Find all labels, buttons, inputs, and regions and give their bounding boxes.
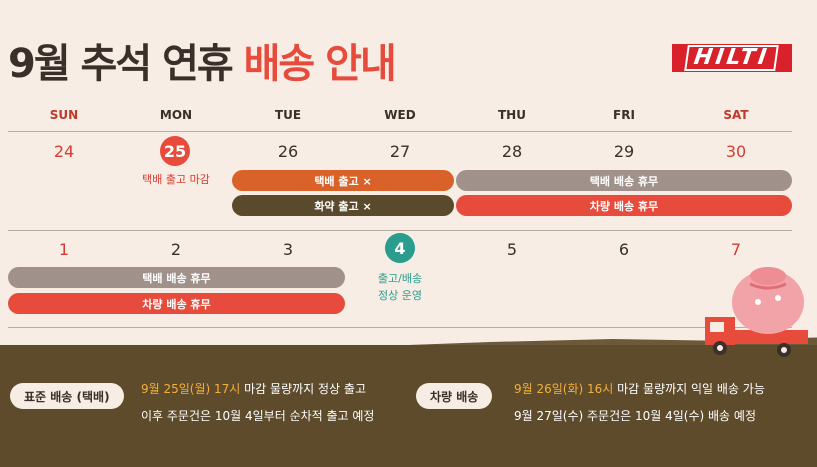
wed-normal-note: 출고/배송 정상 운영 [344, 270, 456, 304]
date-28: 28 [501, 142, 523, 161]
bar-parcel-out: 택배 출고 × [232, 170, 454, 191]
title-accent: 배송 안내 [243, 41, 397, 87]
date-29: 29 [613, 142, 635, 161]
vehicle-delivery-pill: 차량 배송 [416, 383, 493, 409]
bar-parcel-holiday-w1: 택배 배송 휴무 [456, 170, 792, 191]
bar-vehicle-holiday-w2: 차량 배송 휴무 [8, 293, 345, 314]
vehicle-line1: 9월 26일(화) 16시 마감 물량까지 익일 배송 가능 [514, 381, 765, 397]
date-4-highlight: 4 [385, 233, 415, 263]
date-30: 30 [725, 142, 747, 161]
standard-delivery-pill: 표준 배송 (택배) [10, 383, 124, 409]
vehicle-line1-rest: 마감 물량까지 익일 배송 가능 [613, 382, 765, 396]
date-24: 24 [53, 142, 75, 161]
delivery-truck-icon [705, 267, 808, 357]
standard-line2: 이후 주문건은 10월 4일부터 순차적 출고 예정 [141, 409, 375, 423]
title-main: 9월 추석 연휴 [8, 41, 234, 87]
date-25: 25 [163, 141, 187, 161]
dow-thu: THU [498, 108, 526, 122]
dow-mon: MON [159, 108, 193, 122]
bar-chem-out: 화약 출고 × [232, 195, 454, 216]
dow-sat: SAT [723, 108, 749, 122]
bar-vehicle-holiday-w1: 차량 배송 휴무 [456, 195, 792, 216]
date-2: 2 [170, 240, 182, 259]
divider [8, 230, 792, 231]
standard-line1-rest: 마감 물량까지 정상 출고 [240, 382, 366, 396]
divider [8, 131, 792, 132]
date-27: 27 [389, 142, 411, 161]
bar-parcel-holiday-w2: 택배 배송 휴무 [8, 267, 345, 288]
dow-fri: FRI [613, 108, 635, 122]
vehicle-line2: 9월 27일(수) 주문건은 10월 4일(수) 배송 예정 [514, 409, 756, 423]
dow-sun: SUN [49, 108, 79, 122]
divider [8, 327, 792, 328]
date-1: 1 [58, 240, 70, 259]
page-title: 9월 추석 연휴 배송 안내 [8, 36, 397, 92]
date-26: 26 [277, 142, 299, 161]
vehicle-deadline: 9월 26일(화) 16시 [514, 382, 614, 396]
logo-text: HILTI [684, 45, 780, 71]
ground-area [0, 345, 817, 467]
date-3: 3 [282, 240, 294, 259]
date-7: 7 [730, 240, 742, 259]
mon-cutoff-note: 택배 출고 마감 [142, 173, 210, 186]
dow-wed: WED [384, 108, 416, 122]
standard-deadline: 9월 25일(월) 17시 [141, 382, 241, 396]
date-25-highlight: 25 [160, 136, 190, 166]
wed-note-line1: 출고/배송 [377, 272, 423, 285]
date-4: 4 [394, 238, 406, 258]
date-5: 5 [506, 240, 518, 259]
date-6: 6 [618, 240, 630, 259]
dow-tue: TUE [274, 108, 302, 122]
hilti-logo: HILTI [672, 44, 792, 72]
standard-line1: 9월 25일(월) 17시 마감 물량까지 정상 출고 [141, 381, 366, 397]
wed-note-line2: 정상 운영 [378, 289, 422, 302]
